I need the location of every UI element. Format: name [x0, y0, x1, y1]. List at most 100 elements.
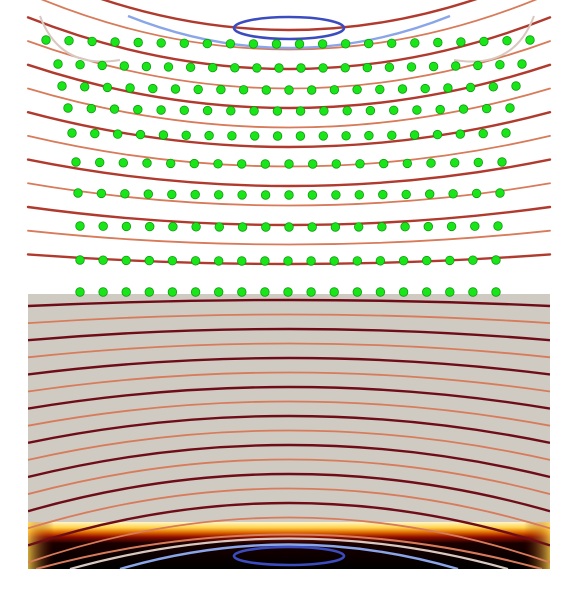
- particle-dot: [79, 82, 90, 92]
- contour-line: [39, 15, 121, 63]
- particle-dot: [468, 287, 478, 297]
- contour-line: [28, 501, 550, 547]
- particle-dot: [284, 222, 294, 232]
- particle-dot: [426, 158, 436, 168]
- contour-line: [127, 14, 451, 50]
- particle-dot: [491, 287, 501, 297]
- particle-dot: [362, 62, 373, 73]
- particle-dot: [75, 287, 85, 297]
- particle-dot: [144, 255, 155, 266]
- particle-dot: [525, 35, 535, 45]
- contour-line: [28, 429, 550, 461]
- particle-dot: [400, 221, 410, 232]
- particle-dot: [435, 104, 445, 115]
- particle-dot: [86, 103, 97, 114]
- particle-dot: [121, 221, 132, 232]
- particle-dot: [307, 85, 317, 95]
- particle-dot: [283, 256, 293, 266]
- particle-dot: [156, 38, 166, 48]
- contour-line: [27, 87, 551, 129]
- particle-dot: [98, 221, 108, 231]
- particle-dot: [260, 190, 271, 200]
- contour-line: [232, 15, 346, 41]
- contour-line: [28, 356, 550, 376]
- particle-dot: [406, 62, 417, 72]
- contour-line: [100, 0, 478, 32]
- particle-dot: [260, 159, 271, 169]
- particle-dot: [63, 103, 73, 113]
- particle-dot: [121, 255, 131, 266]
- particle-dot: [90, 128, 100, 139]
- particle-dot: [284, 190, 294, 200]
- particle-dot: [445, 255, 455, 266]
- particle-dot: [94, 157, 105, 168]
- particle-dot: [237, 222, 248, 232]
- particle-dot: [379, 158, 389, 169]
- particle-dot: [165, 158, 176, 169]
- particle-dot: [156, 105, 166, 115]
- particle-dot: [53, 59, 63, 69]
- contour-line: [28, 414, 550, 444]
- particle-dot: [398, 256, 409, 266]
- contour-line: [26, 111, 552, 149]
- particle-dot: [67, 128, 77, 138]
- particle-dot: [307, 222, 317, 232]
- particle-dot: [423, 221, 434, 232]
- particle-dot: [342, 106, 352, 116]
- particle-dot: [517, 59, 527, 69]
- particle-dot: [354, 190, 365, 200]
- particle-dot: [465, 82, 476, 93]
- particle-dot: [468, 255, 478, 265]
- particle-dot: [432, 129, 443, 140]
- contour-line: [28, 443, 550, 479]
- contour-line: [40, 0, 538, 51]
- particle-dot: [125, 83, 135, 93]
- particle-dot: [364, 38, 374, 49]
- contour-line: [28, 458, 550, 495]
- particle-dot: [144, 287, 155, 297]
- particle-dot: [260, 256, 270, 266]
- particle-dot: [422, 255, 432, 266]
- contour-line: [35, 533, 543, 569]
- particle-dot: [389, 105, 399, 116]
- particle-dot: [135, 129, 146, 140]
- particle-dot: [190, 189, 200, 200]
- contour-line: [28, 342, 550, 359]
- particle-dot: [317, 39, 328, 49]
- particle-dot: [329, 256, 339, 266]
- particle-dot: [112, 129, 123, 139]
- particle-dot: [473, 157, 484, 168]
- particle-dot: [495, 188, 505, 198]
- particle-dot: [364, 130, 374, 141]
- particle-dot: [98, 255, 108, 265]
- particle-dot: [470, 221, 480, 231]
- particle-dot: [375, 287, 386, 297]
- contour-line: [28, 298, 550, 308]
- particle-dot: [170, 84, 181, 94]
- contour-line: [28, 487, 550, 530]
- particle-dot: [213, 287, 224, 297]
- particle-dot: [207, 62, 218, 73]
- particle-dot: [120, 189, 130, 199]
- particle-dot: [237, 256, 247, 266]
- particle-dot: [479, 36, 489, 47]
- particle-dot: [87, 36, 97, 47]
- particle-dot: [230, 63, 240, 73]
- particle-dot: [306, 287, 316, 297]
- particle-dot: [248, 39, 259, 49]
- contour-line: [28, 516, 550, 564]
- particle-dot: [121, 287, 131, 297]
- contour-line: [27, 229, 551, 246]
- particle-dot: [163, 62, 174, 72]
- particle-dot: [409, 130, 420, 140]
- particle-dot: [318, 63, 328, 73]
- particle-dot: [306, 256, 316, 266]
- contour-line: [28, 371, 550, 393]
- particle-dot: [482, 103, 492, 114]
- particle-dot: [191, 222, 201, 232]
- particle-dot: [491, 255, 501, 265]
- particle-dot: [167, 256, 178, 266]
- particle-dot: [451, 61, 461, 71]
- particle-dot: [143, 189, 154, 199]
